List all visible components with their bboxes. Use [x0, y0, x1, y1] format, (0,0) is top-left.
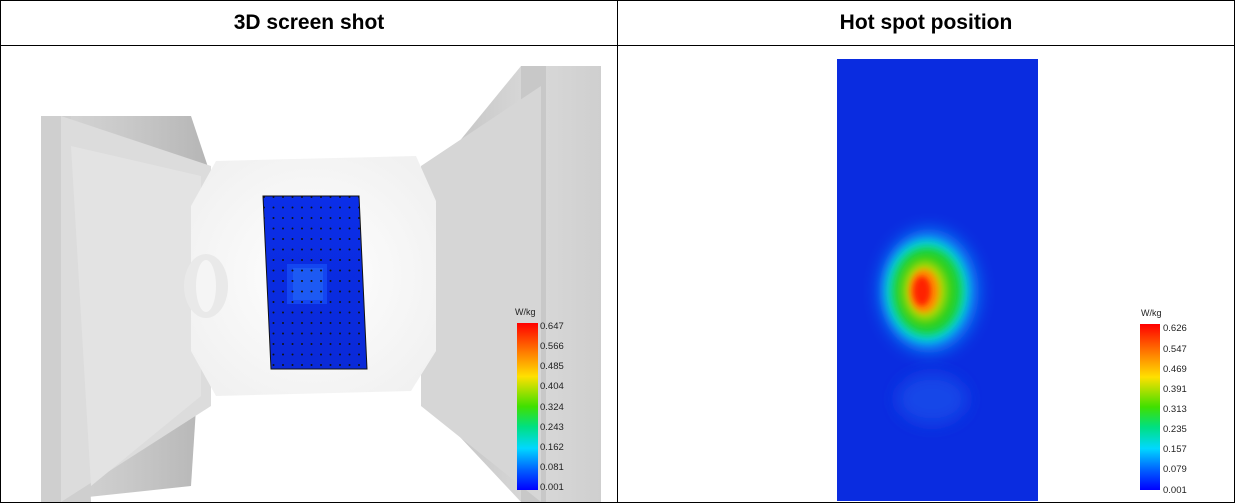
color-scale-legend-hotspot: W/kg 0.626 0.547 0.469 0.391 0.313 0.235… — [1134, 307, 1194, 502]
color-scale-bar — [1140, 324, 1160, 490]
legend-tick: 0.157 — [1163, 444, 1187, 455]
legend-tick: 0.162 — [540, 442, 564, 453]
sar-distribution-image — [837, 59, 1038, 501]
legend-tick: 0.243 — [540, 422, 564, 433]
legend-unit: W/kg — [1141, 308, 1162, 318]
header-3d-screen-shot: 3D screen shot — [0, 0, 618, 46]
panel-hot-spot: W/kg 0.626 0.547 0.469 0.391 0.313 0.235… — [617, 45, 1235, 503]
color-scale-legend-3d: W/kg 0.647 0.566 0.485 0.404 0.324 0.243… — [509, 307, 569, 497]
legend-tick: 0.324 — [540, 402, 564, 413]
hot-spot-map — [837, 59, 1038, 501]
legend-tick: 0.547 — [1163, 344, 1187, 355]
legend-tick: 0.081 — [540, 462, 564, 473]
legend-tick: 0.566 — [540, 341, 564, 352]
legend-tick: 0.079 — [1163, 464, 1187, 475]
phantom-3d-render — [41, 66, 601, 502]
legend-tick: 0.313 — [1163, 404, 1187, 415]
legend-tick: 0.404 — [540, 381, 564, 392]
legend-tick: 0.485 — [540, 361, 564, 372]
header-hot-spot-position: Hot spot position — [617, 0, 1235, 46]
color-scale-bar — [517, 323, 538, 490]
legend-tick: 0.647 — [540, 321, 564, 332]
legend-unit: W/kg — [515, 307, 536, 317]
legend-tick: 0.001 — [1163, 485, 1187, 496]
legend-tick: 0.469 — [1163, 364, 1187, 375]
legend-tick: 0.001 — [540, 482, 564, 493]
legend-tick: 0.391 — [1163, 384, 1187, 395]
legend-tick: 0.626 — [1163, 323, 1187, 334]
panel-3d-screenshot: W/kg 0.647 0.566 0.485 0.404 0.324 0.243… — [0, 45, 618, 503]
legend-tick: 0.235 — [1163, 424, 1187, 435]
